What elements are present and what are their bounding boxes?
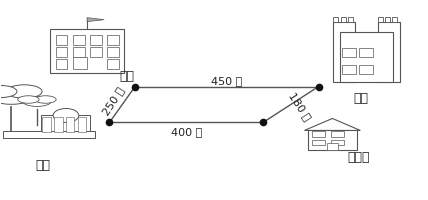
Bar bbox=[378, 18, 383, 23]
Bar bbox=[331, 132, 344, 137]
Bar bbox=[107, 48, 119, 57]
Text: 250 米: 250 米 bbox=[101, 85, 126, 117]
Text: 400 米: 400 米 bbox=[171, 127, 202, 137]
Bar bbox=[348, 18, 353, 23]
Bar bbox=[3, 131, 95, 139]
Ellipse shape bbox=[35, 96, 56, 104]
Bar bbox=[308, 131, 357, 151]
Bar bbox=[341, 18, 345, 23]
Text: 450 米: 450 米 bbox=[211, 75, 242, 85]
Text: 小龙家: 小龙家 bbox=[348, 150, 370, 163]
Bar bbox=[340, 32, 393, 82]
Bar bbox=[42, 118, 51, 133]
Bar bbox=[66, 118, 74, 133]
Ellipse shape bbox=[53, 109, 79, 123]
Bar bbox=[73, 48, 84, 57]
Bar bbox=[73, 58, 87, 69]
Bar bbox=[378, 23, 400, 82]
Bar bbox=[331, 140, 344, 146]
Bar bbox=[73, 36, 84, 45]
Bar bbox=[327, 143, 338, 151]
Text: 公园: 公园 bbox=[36, 158, 51, 171]
Bar bbox=[342, 48, 356, 57]
Bar bbox=[359, 48, 373, 57]
Bar bbox=[359, 65, 373, 74]
Bar bbox=[50, 29, 125, 73]
Bar bbox=[56, 60, 68, 69]
Bar bbox=[333, 23, 355, 82]
Ellipse shape bbox=[18, 96, 39, 104]
Bar bbox=[54, 118, 62, 133]
Bar bbox=[56, 36, 68, 45]
Bar bbox=[312, 132, 325, 137]
Ellipse shape bbox=[6, 85, 42, 99]
Bar bbox=[333, 18, 339, 23]
Bar bbox=[392, 18, 398, 23]
Bar bbox=[107, 60, 119, 69]
Polygon shape bbox=[87, 19, 104, 23]
Ellipse shape bbox=[0, 87, 35, 105]
Ellipse shape bbox=[0, 86, 17, 98]
Bar bbox=[107, 36, 119, 45]
Polygon shape bbox=[304, 119, 360, 131]
Bar bbox=[342, 65, 356, 74]
Bar bbox=[89, 48, 101, 57]
Ellipse shape bbox=[23, 97, 51, 107]
Bar bbox=[312, 140, 325, 146]
Text: 180 米: 180 米 bbox=[287, 91, 312, 122]
Text: 医院: 医院 bbox=[354, 92, 369, 104]
Bar bbox=[78, 118, 86, 133]
Text: 学校: 学校 bbox=[119, 70, 134, 83]
Bar bbox=[41, 116, 90, 134]
Bar bbox=[385, 18, 390, 23]
Bar bbox=[56, 48, 68, 57]
Bar bbox=[89, 36, 101, 45]
